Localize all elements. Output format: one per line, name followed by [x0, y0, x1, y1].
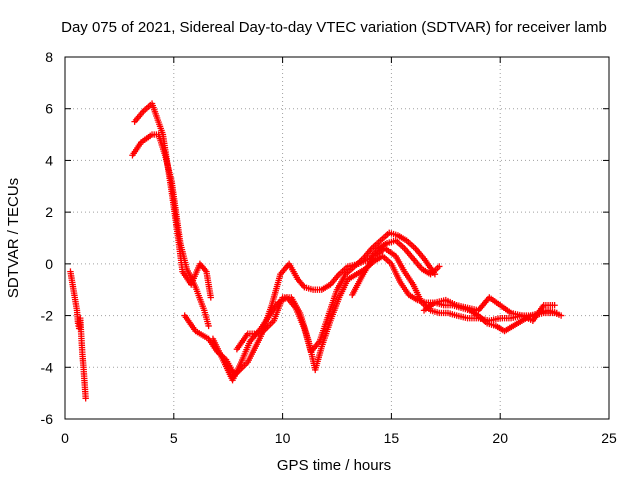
y-tick-labels: -6 -4 -2 0 2 4 6 8: [41, 49, 54, 427]
chart-title: Day 075 of 2021, Sidereal Day-to-day VTE…: [61, 19, 607, 36]
series-track-a: [129, 131, 212, 330]
series-track-b: [131, 100, 214, 301]
y-axis-label: SDTVAR / TECUs: [5, 178, 22, 298]
y-tick-label: 8: [45, 49, 53, 65]
y-tick-label: 4: [45, 152, 53, 168]
y-tick-label: 2: [45, 204, 53, 220]
x-tick-label: 25: [601, 430, 617, 446]
x-tick-label: 0: [61, 430, 69, 446]
series-track-g: [420, 294, 558, 324]
y-tick-label: -2: [41, 308, 54, 324]
data-point-marker: [551, 302, 558, 309]
data-point-marker: [207, 294, 214, 301]
x-tick-label: 20: [492, 430, 508, 446]
y-tick-label: -6: [41, 411, 54, 427]
y-tick-label: -4: [41, 359, 54, 375]
data-point-marker: [431, 271, 439, 278]
y-tick-label: 6: [45, 101, 53, 117]
data-point-marker: [557, 312, 565, 319]
y-tick-label: 0: [45, 256, 53, 272]
data-points: [67, 100, 565, 402]
x-axis-label: GPS time / hours: [277, 457, 391, 474]
series-track-d: [209, 229, 439, 384]
data-point-marker: [82, 395, 89, 402]
grid-lines: [65, 57, 609, 419]
x-tick-label: 10: [275, 430, 291, 446]
data-point-marker: [205, 322, 212, 330]
x-tick-label: 15: [384, 430, 400, 446]
x-tick-label: 5: [170, 430, 178, 446]
series-early-segment: [67, 268, 89, 402]
data-point-marker: [436, 263, 443, 270]
x-tick-labels: 0 5 10 15 20 25: [61, 430, 617, 446]
plot-frame: [64, 56, 610, 420]
